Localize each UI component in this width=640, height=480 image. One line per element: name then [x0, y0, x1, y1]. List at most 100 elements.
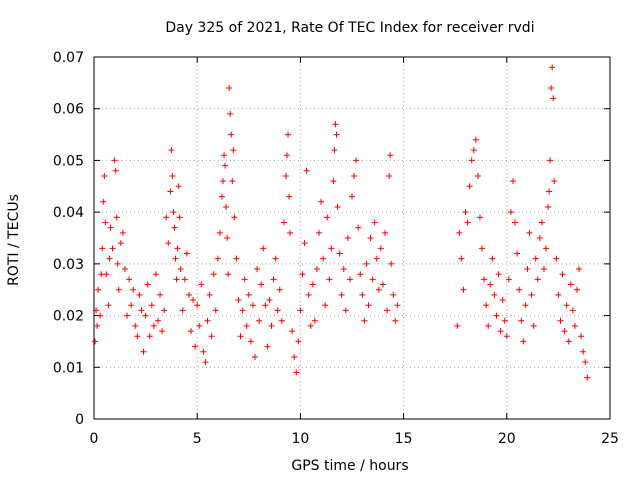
x-axis-label: GPS time / hours	[291, 458, 408, 474]
data-point	[349, 193, 355, 200]
data-point	[286, 193, 293, 200]
data-point	[92, 338, 99, 345]
data-point	[245, 291, 252, 298]
data-point	[375, 286, 382, 293]
data-point	[148, 302, 155, 309]
data-point	[353, 157, 360, 164]
data-point	[270, 276, 277, 283]
data-point	[239, 307, 246, 314]
data-point	[546, 188, 553, 195]
data-point	[390, 291, 397, 298]
data-point	[136, 291, 143, 298]
data-point	[373, 255, 380, 262]
data-point	[181, 276, 188, 283]
data-point	[468, 157, 475, 164]
data-point	[333, 131, 340, 138]
data-point	[254, 266, 261, 273]
data-point	[226, 85, 233, 92]
data-point	[121, 266, 128, 273]
data-point	[229, 178, 236, 185]
data-point	[190, 297, 197, 304]
data-point	[550, 95, 557, 102]
data-point	[185, 291, 192, 298]
data-point	[168, 147, 175, 154]
data-point	[524, 266, 531, 273]
y-tick-label: 0.01	[53, 360, 84, 376]
data-point	[177, 266, 184, 273]
data-point	[152, 271, 159, 278]
data-point	[198, 281, 205, 288]
data-point	[536, 235, 543, 241]
data-point	[170, 209, 177, 216]
data-point	[272, 255, 279, 262]
data-point	[509, 178, 516, 185]
data-point	[126, 276, 133, 283]
data-point	[157, 291, 164, 298]
axis-ticks: 0 5 10 15 20 25 0 0.01 0.02 0.03 0.04 0.05 0.06 0.07	[53, 50, 619, 447]
data-point	[338, 291, 345, 298]
data-point	[113, 214, 120, 221]
data-point	[225, 271, 232, 278]
data-points	[92, 64, 591, 381]
data-point	[578, 333, 585, 340]
data-point	[379, 281, 386, 288]
data-point	[576, 266, 583, 273]
data-point	[114, 260, 121, 267]
data-point	[462, 209, 469, 216]
data-point	[256, 317, 263, 324]
data-point	[202, 359, 209, 366]
data-point	[128, 302, 135, 309]
data-point	[146, 333, 153, 340]
data-point	[528, 291, 535, 298]
data-point	[514, 250, 521, 257]
data-point	[386, 172, 393, 179]
data-point	[573, 286, 580, 293]
data-point	[231, 214, 238, 221]
data-point	[495, 271, 502, 278]
data-point	[526, 229, 533, 236]
data-point	[183, 250, 190, 257]
data-point	[522, 302, 529, 309]
data-point	[371, 219, 378, 226]
y-tick-label: 0.06	[53, 102, 84, 118]
data-point	[520, 338, 527, 345]
data-point	[474, 172, 481, 179]
data-point	[115, 286, 122, 293]
data-point	[547, 157, 554, 164]
data-point	[99, 245, 106, 252]
y-tick-label: 0.02	[53, 309, 84, 325]
data-point	[100, 198, 107, 205]
data-point	[336, 250, 343, 257]
data-point	[262, 302, 269, 309]
data-point	[249, 302, 256, 309]
data-point	[363, 260, 370, 267]
data-point	[512, 219, 519, 226]
data-point	[559, 271, 566, 278]
data-point	[280, 219, 287, 226]
data-point	[351, 172, 358, 179]
data-point	[222, 162, 229, 169]
data-point	[105, 302, 112, 309]
data-point	[315, 229, 322, 236]
data-point	[303, 167, 310, 174]
data-point	[161, 307, 168, 314]
data-point	[472, 136, 479, 143]
data-point	[361, 317, 368, 324]
data-point	[98, 271, 105, 278]
data-point	[318, 198, 325, 205]
data-point	[313, 266, 320, 273]
data-point	[276, 286, 283, 293]
data-point	[206, 291, 213, 298]
data-point	[571, 322, 578, 329]
data-point	[291, 353, 298, 360]
data-point	[458, 255, 465, 262]
data-point	[487, 281, 494, 288]
data-point	[174, 245, 181, 252]
data-point	[301, 240, 308, 247]
data-point	[144, 281, 151, 288]
data-point	[247, 338, 254, 345]
data-point	[289, 328, 296, 335]
data-point	[119, 229, 126, 236]
data-point	[297, 307, 304, 314]
y-tick-label: 0.03	[53, 257, 84, 273]
